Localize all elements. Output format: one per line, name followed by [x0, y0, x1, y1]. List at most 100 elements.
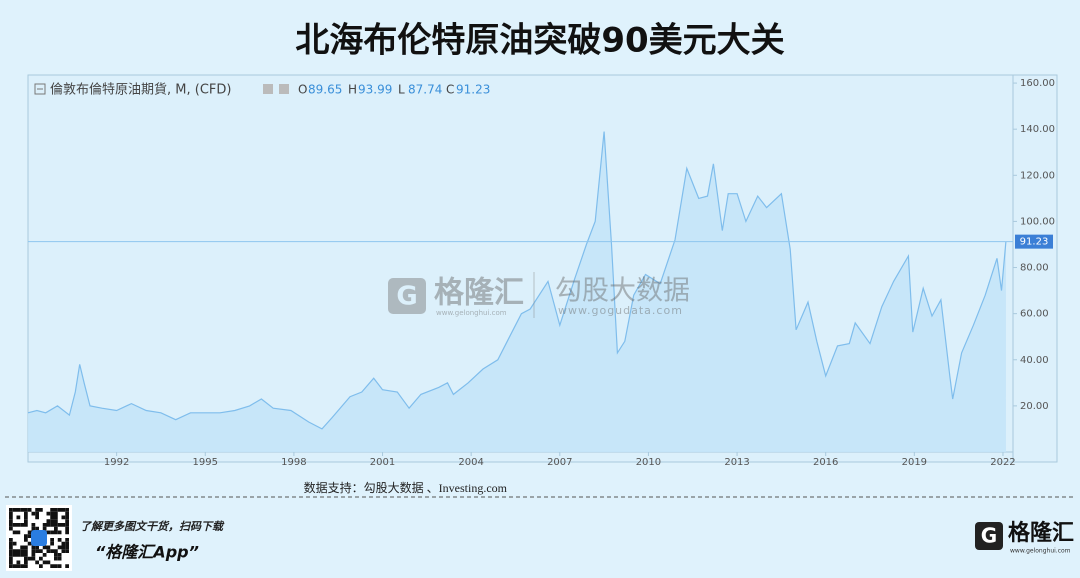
watermark-icon [388, 278, 426, 314]
y-tick-label: 140.00 [1020, 124, 1055, 135]
line [27, 131, 1007, 430]
qr-module [20, 508, 24, 512]
ohlc-value: 89.65 [308, 83, 342, 97]
qr-module [20, 545, 24, 550]
qr-module [54, 508, 58, 512]
x-tick-label: 1992 [104, 457, 129, 468]
qr-module [16, 508, 21, 512]
qr-module [24, 549, 28, 553]
y-tick-label: 160.00 [1020, 78, 1055, 89]
qr-module [27, 530, 32, 535]
qr-module [12, 549, 17, 553]
qr-module [24, 538, 28, 542]
x-tick-label: 2019 [902, 457, 927, 468]
qr-module [54, 519, 58, 523]
qr-module [54, 511, 58, 516]
ohlc-label: C [446, 83, 454, 97]
qr-module [35, 526, 39, 531]
qr-module [27, 508, 32, 512]
qr-module [65, 515, 69, 520]
x-tick-label: 2007 [547, 457, 572, 468]
qr-module [9, 553, 13, 557]
qr-module [65, 549, 69, 553]
qr-module [16, 549, 21, 553]
last-price-label: 91.23 [1020, 237, 1049, 248]
qr-module [65, 511, 69, 516]
qr-module [61, 523, 66, 527]
qr-module [24, 508, 28, 512]
qr-module [16, 553, 21, 557]
qr-module [54, 549, 58, 553]
qr-module [12, 564, 17, 568]
qr-module [54, 530, 58, 535]
qr-module [39, 549, 43, 553]
qr-module [61, 545, 66, 550]
qr-module [9, 511, 13, 516]
hide-icon[interactable] [279, 84, 289, 94]
x-tick-label: 2010 [636, 457, 661, 468]
x-tick-label: 2013 [724, 457, 749, 468]
qr-module [9, 541, 13, 546]
qr-module [31, 556, 36, 561]
footer-prompt: 了解更多图文干货，扫码下载 [80, 520, 225, 533]
watermark-brand: 格隆汇 [434, 276, 524, 311]
qr-module [20, 564, 24, 568]
qr-module [65, 523, 69, 527]
qr-module [27, 541, 32, 546]
y-tick-label: 60.00 [1020, 309, 1049, 320]
ohlc-value: 91.23 [456, 83, 490, 97]
qr-logo [31, 530, 47, 546]
qr-module [57, 530, 62, 535]
qr-module [50, 549, 54, 553]
x-tick-label: 2004 [458, 457, 483, 468]
qr-module [20, 523, 24, 527]
ohlc-value: 93.99 [358, 83, 392, 97]
qr-module [9, 526, 13, 531]
qr-module [35, 508, 39, 512]
qr-module [61, 515, 66, 520]
qr-module [12, 541, 17, 546]
qr-module [9, 523, 13, 527]
qr-module [27, 556, 32, 561]
qr-module [16, 564, 21, 568]
qr-module [50, 515, 54, 520]
collapse-icon[interactable] [34, 83, 46, 95]
settings-icon[interactable] [263, 84, 273, 94]
qr-module [57, 556, 62, 561]
series-label: 倫敦布倫特原油期貨, M, (CFD) [50, 82, 231, 98]
qr-module [20, 549, 24, 553]
y-tick-label: 40.00 [1020, 355, 1049, 366]
qr-module [24, 519, 28, 523]
qr-module [50, 523, 54, 527]
qr-module [42, 553, 47, 557]
qr-module [16, 530, 21, 535]
qr-module [35, 515, 39, 520]
qr-module [12, 530, 17, 535]
qr-module [65, 530, 69, 535]
qr-module [31, 511, 36, 516]
watermark-data-brand: 勾股大数据 [555, 276, 690, 307]
chart-title: 北海布伦特原油突破90美元大关 [295, 21, 784, 61]
ohlc-label: O [298, 83, 307, 97]
qr-module [16, 515, 21, 520]
qr-module [54, 526, 58, 531]
qr-module [42, 560, 47, 565]
y-tick-label: 120.00 [1020, 170, 1055, 181]
qr-module [12, 508, 17, 512]
x-tick-label: 2022 [990, 457, 1015, 468]
x-tick-label: 1995 [193, 457, 218, 468]
qr-module [57, 538, 62, 542]
qr-module [65, 538, 69, 542]
watermark: G 格隆汇 www.gelonghui.com 勾股大数据 www.goguda… [388, 272, 690, 318]
watermark-data-url: www.gogudata.com [558, 304, 683, 317]
x-tick-label: 2016 [813, 457, 838, 468]
y-tick-label: 100.00 [1020, 216, 1055, 227]
qr-module [31, 549, 36, 553]
qr-module [12, 553, 17, 557]
qr-module [31, 545, 36, 550]
qr-module [50, 511, 54, 516]
qr-module [24, 564, 28, 568]
qr-module [57, 564, 62, 568]
qr-module [42, 545, 47, 550]
qr-module [65, 526, 69, 531]
